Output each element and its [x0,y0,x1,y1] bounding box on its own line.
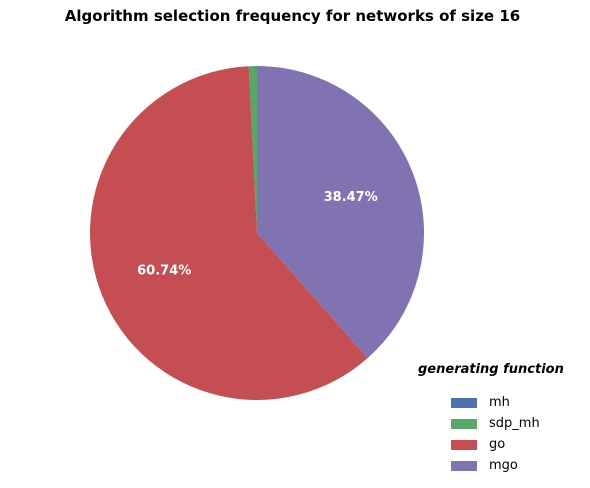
legend-item-go: go [418,434,588,455]
pie-slice-mgo [257,65,425,359]
legend-label-sdp-mh: sdp_mh [489,416,540,431]
chart-title: Algorithm selection frequency for networ… [64,7,521,25]
legend-label-go: go [489,437,506,452]
legend-swatch-sdp-mh [451,418,477,429]
pie-label-mgo: 38.47% [324,190,378,205]
pie-slice-go [90,66,368,401]
legend-swatch-go [451,439,477,450]
legend-item-mgo: mgo [418,455,588,476]
legend-item-sdp-mh: sdp_mh [418,413,588,434]
legend-swatch-mgo [451,460,477,471]
legend-label-mh: mh [489,395,510,410]
legend-label-mgo: mgo [489,458,518,473]
pie-slice-sdp-mh [248,66,257,233]
legend-title: generating function [418,362,564,377]
legend-swatch-mh [451,397,477,408]
legend-item-mh: mh [418,392,588,413]
pie-label-go: 60.74% [137,263,191,278]
